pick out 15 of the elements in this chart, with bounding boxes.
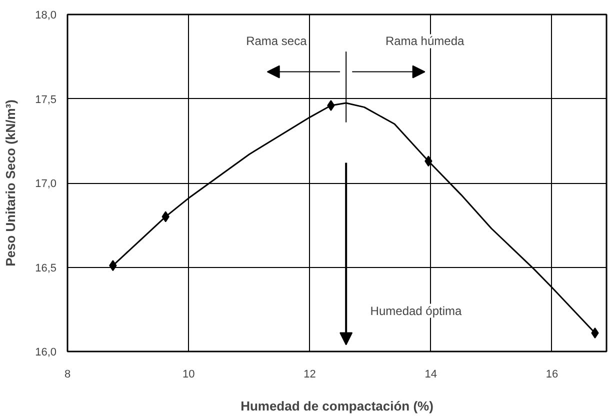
y-tick-label: 16,0 (35, 346, 57, 358)
y-tick-label: 18,0 (35, 10, 57, 22)
annotation: Humedad óptima (370, 304, 462, 318)
x-tick-label: 10 (182, 368, 195, 380)
y-tick-label: 16,5 (35, 262, 57, 274)
x-tick-label: 8 (64, 368, 71, 380)
y-tick-label: 17,5 (35, 94, 57, 106)
annotation: Rama húmeda (385, 34, 464, 48)
x-tick-label: 16 (546, 368, 558, 380)
y-axis-title: Peso Unitario Seco (kN/m³) (3, 100, 18, 266)
annotation: Rama seca (246, 34, 308, 48)
y-tick-label: 17,0 (35, 178, 57, 190)
x-tick-label: 14 (424, 368, 438, 380)
x-tick-label: 12 (304, 368, 316, 380)
x-axis-title: Humedad de compactación (%) (240, 398, 434, 414)
